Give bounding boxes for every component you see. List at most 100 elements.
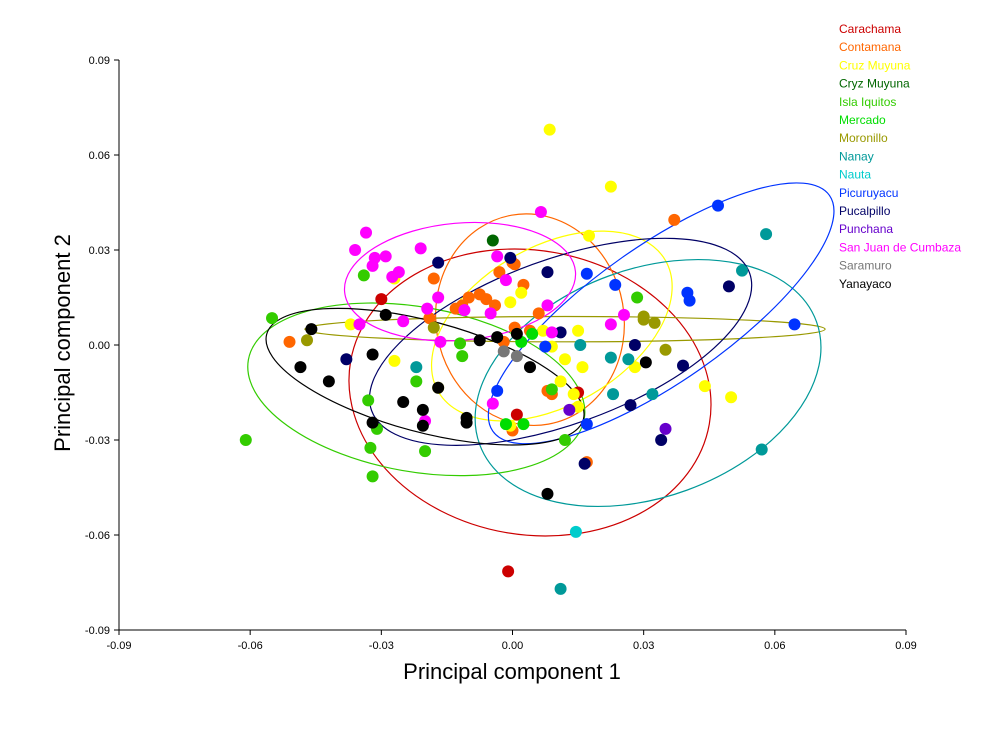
ellipse-yanayaco: [265, 307, 585, 446]
point-picuruyacu: [580, 418, 593, 431]
point-isla-iquitos: [454, 337, 467, 350]
point-cruz-muyuna: [344, 318, 357, 331]
point-san-juan-de-cumbaza: [349, 244, 362, 256]
point-san-juan-de-cumbaza: [458, 304, 471, 317]
point-cruz-muyuna: [515, 286, 528, 299]
y-tick-label: 0.06: [89, 150, 110, 162]
x-tick-label: 0.06: [764, 640, 785, 652]
legend-entry-moronillo: Moronillo: [839, 131, 888, 145]
ellipse-nanay: [474, 258, 822, 508]
axes: [118, 60, 906, 631]
point-pucalpillo: [432, 256, 445, 269]
point-isla-iquitos: [545, 383, 558, 396]
point-picuruyacu: [539, 340, 552, 353]
point-nanay: [622, 353, 635, 366]
point-san-juan-de-cumbaza: [434, 335, 447, 348]
y-axis-ticks: -0.09 -0.06 -0.03 0.00 0.03 0.06 0.09: [85, 55, 119, 637]
point-yanayaco: [541, 487, 554, 500]
point-isla-iquitos: [364, 441, 377, 454]
point-contamana: [480, 293, 493, 306]
point-pucalpillo: [504, 251, 517, 264]
point-pucalpillo: [624, 399, 637, 412]
point-punchana: [659, 422, 672, 435]
point-cruz-muyuna: [543, 123, 556, 136]
legend-entry-yanayaco: Yanayaco: [839, 277, 892, 291]
point-yanayaco: [473, 334, 486, 347]
point-nanay: [736, 264, 749, 277]
point-isla-iquitos: [419, 445, 432, 458]
point-isla-iquitos: [631, 291, 644, 304]
point-nanay: [607, 388, 620, 401]
legend-entry-picuruyacu: Picuruyacu: [839, 186, 898, 200]
point-carachama: [502, 565, 515, 578]
point-isla-iquitos: [410, 375, 423, 388]
point-yanayaco: [639, 356, 652, 369]
point-moronillo: [427, 321, 440, 334]
point-san-juan-de-cumbaza: [421, 302, 434, 315]
point-yanayaco: [397, 396, 410, 408]
point-nanay: [755, 443, 768, 456]
point-pucalpillo: [541, 266, 554, 279]
point-cryz-muyuna: [486, 234, 499, 247]
point-picuruyacu: [683, 294, 696, 307]
point-pucalpillo: [340, 353, 353, 366]
point-yanayaco: [366, 348, 379, 361]
point-yanayaco: [432, 381, 445, 394]
x-tick-label: -0.06: [238, 640, 263, 652]
point-san-juan-de-cumbaza: [499, 274, 512, 287]
point-cruz-muyuna: [554, 375, 567, 388]
y-tick-label: -0.03: [85, 435, 110, 447]
legend-entry-carachama: Carachama: [839, 22, 901, 36]
point-nanay: [574, 339, 587, 351]
point-yanayaco: [416, 419, 429, 432]
point-moronillo: [648, 316, 661, 329]
point-pucalpillo: [655, 434, 668, 446]
point-saramuro: [510, 350, 523, 363]
point-yanayaco: [416, 403, 429, 416]
point-isla-iquitos: [456, 350, 469, 363]
point-nanay: [410, 361, 423, 374]
point-san-juan-de-cumbaza: [604, 318, 617, 331]
point-yanayaco: [491, 331, 504, 344]
legend-entry-isla-iquitos: Isla Iquitos: [839, 95, 896, 109]
point-pucalpillo: [628, 339, 641, 351]
point-san-juan-de-cumbaza: [379, 250, 392, 263]
point-san-juan-de-cumbaza: [617, 308, 630, 321]
point-isla-iquitos: [558, 434, 571, 446]
legend-entry-nanay: Nanay: [839, 149, 874, 163]
point-picuruyacu: [711, 199, 724, 212]
ellipse-san-juan-de-cumbaza: [343, 221, 577, 342]
point-nanay: [646, 388, 659, 401]
x-axis-title: Principal component 1: [403, 659, 621, 684]
point-san-juan-de-cumbaza: [484, 307, 497, 320]
point-cruz-muyuna: [583, 229, 596, 242]
point-yanayaco: [379, 308, 392, 321]
point-cruz-muyuna: [504, 296, 517, 309]
point-carachama: [375, 293, 388, 306]
point-moronillo: [301, 334, 314, 347]
legend-entry-cryz-muyuna: Cryz Muyuna: [839, 77, 910, 91]
point-yanayaco: [523, 361, 536, 374]
point-yanayaco: [305, 323, 318, 336]
point-contamana: [462, 291, 475, 304]
point-cruz-muyuna: [576, 361, 589, 374]
point-picuruyacu: [609, 278, 622, 291]
point-picuruyacu: [788, 318, 801, 331]
point-cruz-muyuna: [388, 354, 401, 367]
point-nanay: [760, 228, 773, 241]
point-cruz-muyuna: [725, 391, 738, 404]
ellipse-moronillo: [304, 315, 826, 343]
point-cruz-muyuna: [628, 361, 641, 374]
point-isla-iquitos: [366, 470, 379, 483]
point-isla-iquitos: [357, 269, 370, 282]
point-isla-iquitos: [239, 434, 252, 446]
x-tick-label: -0.09: [106, 640, 131, 652]
point-picuruyacu: [491, 384, 504, 397]
data-points: [239, 123, 801, 595]
point-pucalpillo: [578, 457, 591, 470]
point-yanayaco: [366, 416, 379, 429]
legend-entry-pucalpillo: Pucalpillo: [839, 204, 891, 218]
point-yanayaco: [322, 375, 335, 388]
point-cruz-muyuna: [572, 324, 585, 337]
legend-entry-contamana: Contamana: [839, 40, 901, 54]
